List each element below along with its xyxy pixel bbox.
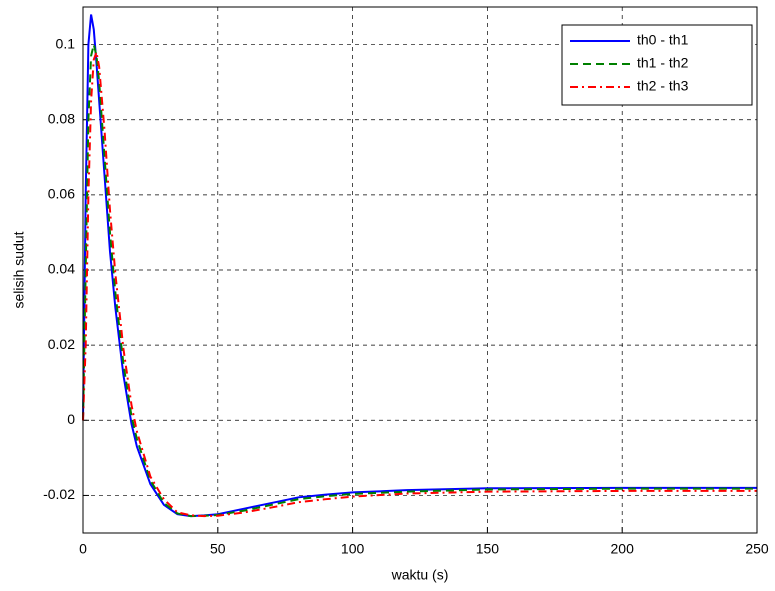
y-tick-label: 0.02 bbox=[48, 336, 75, 352]
x-tick-label: 150 bbox=[476, 541, 500, 557]
y-tick-label: 0.06 bbox=[48, 186, 75, 202]
x-tick-label: 100 bbox=[341, 541, 365, 557]
legend-label: th1 - th2 bbox=[637, 55, 689, 71]
data-line bbox=[82, 44, 757, 518]
y-tick-label: 0.1 bbox=[56, 35, 76, 51]
y-tick-label: 0 bbox=[67, 411, 75, 427]
y-tick-label: 0.08 bbox=[48, 110, 75, 126]
legend-box bbox=[561, 24, 753, 106]
y-axis-label: selisih sudut bbox=[11, 231, 27, 308]
y-tick-label: 0.04 bbox=[48, 261, 75, 277]
y-tick-label: -0.02 bbox=[43, 486, 75, 502]
x-tick-label: 0 bbox=[79, 541, 87, 557]
legend-label: th2 - th3 bbox=[637, 78, 689, 94]
x-axis-label: waktu (s) bbox=[391, 567, 449, 583]
x-tick-label: 200 bbox=[611, 541, 635, 557]
legend-label: th0 - th1 bbox=[637, 32, 689, 48]
plot-frame bbox=[82, 6, 758, 534]
x-tick-label: 50 bbox=[210, 541, 226, 557]
legend: th0 - th1 th1 - th2 th2 - th3 bbox=[561, 24, 753, 106]
data-line bbox=[82, 48, 757, 518]
x-tick-label: 250 bbox=[745, 541, 769, 557]
